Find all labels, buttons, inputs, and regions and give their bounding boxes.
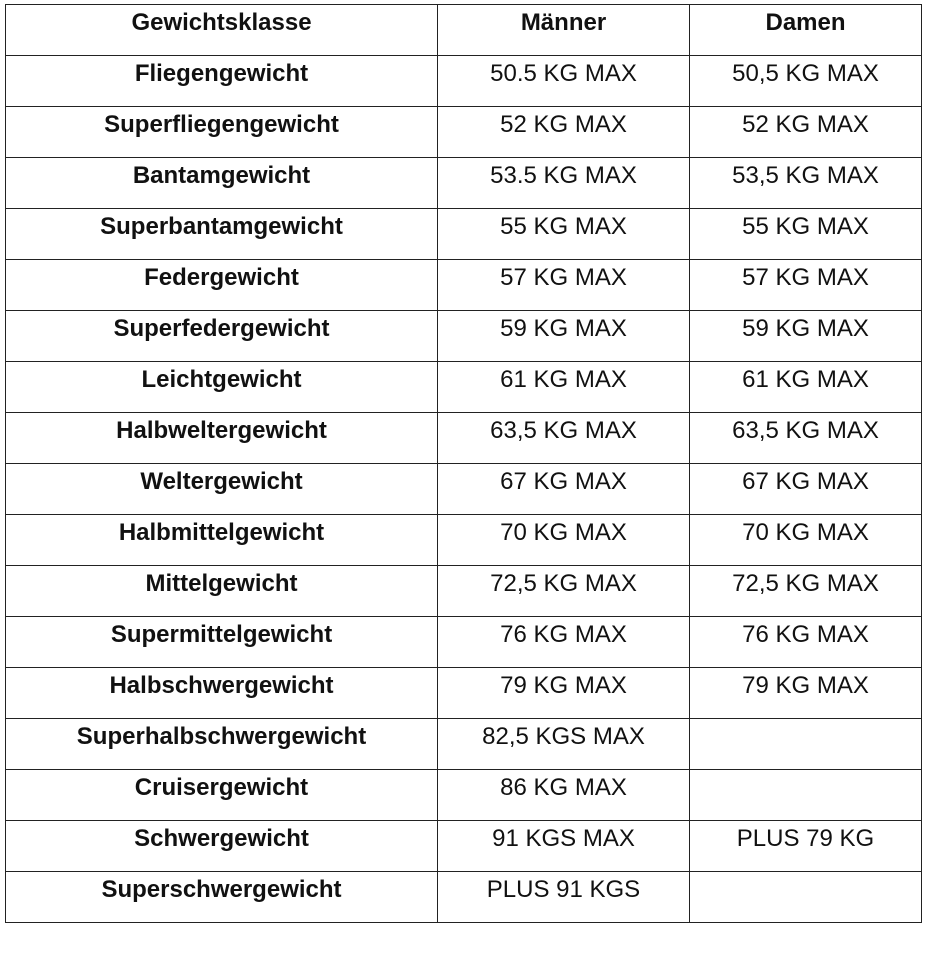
table-row: Superschwergewicht PLUS 91 KGS (5, 871, 922, 923)
weight-cell: 55 KG MAX (689, 208, 922, 260)
table-row: Weltergewicht 67 KG MAX 67 KG MAX (5, 463, 922, 515)
table-row: Fliegengewicht 50.5 KG MAX 50,5 KG MAX (5, 55, 922, 107)
table-row: Superfedergewicht 59 KG MAX 59 KG MAX (5, 310, 922, 362)
table-body: Fliegengewicht 50.5 KG MAX 50,5 KG MAX Supe… (5, 55, 922, 923)
table-row: Superfliegengewicht 52 KG MAX 52 KG MAX (5, 106, 922, 158)
weight-cell: PLUS 91 KGS (437, 871, 690, 923)
weight-cell: 50.5 KG MAX (437, 55, 690, 107)
class-name-cell: Cruisergewicht (5, 769, 438, 821)
table-row: Mittelgewicht 72,5 KG MAX 72,5 KG MAX (5, 565, 922, 617)
table-row: Leichtgewicht 61 KG MAX 61 KG MAX (5, 361, 922, 413)
weight-cell: 53,5 KG MAX (689, 157, 922, 209)
weight-cell: 63,5 KG MAX (437, 412, 690, 464)
class-name-cell: Leichtgewicht (5, 361, 438, 413)
class-name-cell: Weltergewicht (5, 463, 438, 515)
weight-cell (689, 769, 922, 821)
class-name-cell: Superschwergewicht (5, 871, 438, 923)
weight-cell: 72,5 KG MAX (437, 565, 690, 617)
table-row: Schwergewicht 91 KGS MAX PLUS 79 KG (5, 820, 922, 872)
table-row: Halbmittelgewicht 70 KG MAX 70 KG MAX (5, 514, 922, 566)
class-name-cell: Superfedergewicht (5, 310, 438, 362)
weight-cell: 67 KG MAX (689, 463, 922, 515)
weight-cell: 61 KG MAX (437, 361, 690, 413)
weight-cell: 52 KG MAX (689, 106, 922, 158)
weight-cell: 67 KG MAX (437, 463, 690, 515)
weight-class-table: Gewichtsklasse Männer Damen Fliegengewicht… (5, 4, 922, 923)
header-row: Gewichtsklasse Männer Damen (5, 4, 922, 56)
header-cell: Damen (689, 4, 922, 56)
weight-cell: 63,5 KG MAX (689, 412, 922, 464)
weight-cell: 59 KG MAX (689, 310, 922, 362)
weight-cell: 57 KG MAX (689, 259, 922, 311)
table-row: Bantamgewicht 53.5 KG MAX 53,5 KG MAX (5, 157, 922, 209)
header-cell: Männer (437, 4, 690, 56)
weight-cell: 50,5 KG MAX (689, 55, 922, 107)
weight-cell: 76 KG MAX (689, 616, 922, 668)
weight-cell: 53.5 KG MAX (437, 157, 690, 209)
class-name-cell: Mittelgewicht (5, 565, 438, 617)
class-name-cell: Federgewicht (5, 259, 438, 311)
table-row: Federgewicht 57 KG MAX 57 KG MAX (5, 259, 922, 311)
weight-cell: 59 KG MAX (437, 310, 690, 362)
class-name-cell: Bantamgewicht (5, 157, 438, 209)
class-name-cell: Halbweltergewicht (5, 412, 438, 464)
weight-cell: 72,5 KG MAX (689, 565, 922, 617)
weight-cell: 91 KGS MAX (437, 820, 690, 872)
table-row: Cruisergewicht 86 KG MAX (5, 769, 922, 821)
weight-cell: 76 KG MAX (437, 616, 690, 668)
class-name-cell: Halbmittelgewicht (5, 514, 438, 566)
table-row: Supermittelgewicht 76 KG MAX 76 KG MAX (5, 616, 922, 668)
weight-cell: 55 KG MAX (437, 208, 690, 260)
class-name-cell: Supermittelgewicht (5, 616, 438, 668)
weight-cell (689, 718, 922, 770)
class-name-cell: Halbschwergewicht (5, 667, 438, 719)
weight-cell: 70 KG MAX (437, 514, 690, 566)
header-cell: Gewichtsklasse (5, 4, 438, 56)
table-row: Superhalbschwergewicht 82,5 KGS MAX (5, 718, 922, 770)
weight-cell: PLUS 79 KG (689, 820, 922, 872)
weight-cell: 52 KG MAX (437, 106, 690, 158)
weight-cell: 57 KG MAX (437, 259, 690, 311)
class-name-cell: Superbantamgewicht (5, 208, 438, 260)
weight-cell (689, 871, 922, 923)
table-row: Halbweltergewicht 63,5 KG MAX 63,5 KG MAX (5, 412, 922, 464)
table-row: Halbschwergewicht 79 KG MAX 79 KG MAX (5, 667, 922, 719)
weight-cell: 79 KG MAX (689, 667, 922, 719)
weight-cell: 82,5 KGS MAX (437, 718, 690, 770)
weight-cell: 79 KG MAX (437, 667, 690, 719)
table-row: Superbantamgewicht 55 KG MAX 55 KG MAX (5, 208, 922, 260)
weight-cell: 70 KG MAX (689, 514, 922, 566)
class-name-cell: Superfliegengewicht (5, 106, 438, 158)
class-name-cell: Superhalbschwergewicht (5, 718, 438, 770)
class-name-cell: Schwergewicht (5, 820, 438, 872)
weight-cell: 86 KG MAX (437, 769, 690, 821)
class-name-cell: Fliegengewicht (5, 55, 438, 107)
weight-cell: 61 KG MAX (689, 361, 922, 413)
